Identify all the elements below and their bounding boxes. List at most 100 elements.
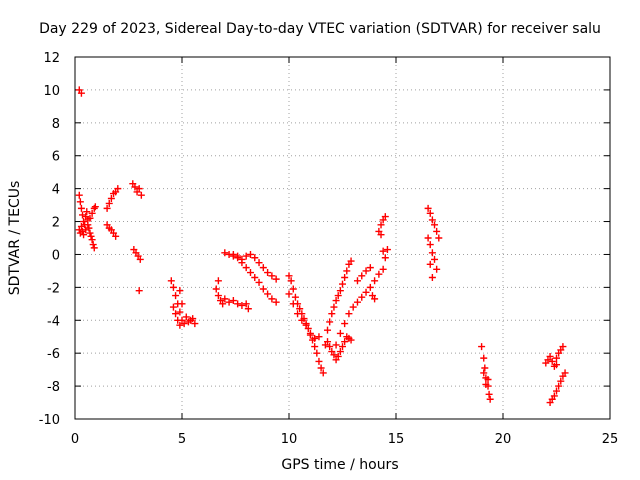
y-tick-label: 12 — [43, 51, 60, 66]
data-point — [332, 297, 340, 305]
data-point — [426, 241, 434, 249]
data-point — [91, 203, 99, 211]
data-point — [229, 297, 237, 305]
data-point — [176, 308, 184, 316]
data-point — [485, 390, 493, 398]
data-point — [298, 316, 306, 324]
data-points — [75, 86, 569, 407]
data-point — [366, 283, 374, 291]
data-point — [212, 285, 220, 293]
data-point — [341, 320, 349, 328]
data-point — [358, 293, 366, 301]
data-point — [272, 298, 280, 306]
data-point — [336, 287, 344, 295]
y-tick-label: -10 — [39, 413, 60, 428]
data-point — [88, 236, 96, 244]
data-point — [341, 338, 349, 346]
data-point — [167, 277, 175, 285]
data-point — [289, 300, 297, 308]
data-point — [433, 265, 441, 273]
data-point — [214, 292, 222, 300]
data-point — [114, 185, 122, 193]
data-point — [221, 295, 229, 303]
data-point — [330, 351, 338, 359]
data-point — [366, 264, 374, 272]
data-point — [311, 343, 319, 351]
chart-title: Day 229 of 2023, Sidereal Day-to-day VTE… — [39, 21, 601, 37]
data-point — [347, 257, 355, 265]
x-tick-label: 10 — [281, 432, 298, 447]
data-point — [362, 288, 370, 296]
data-point — [377, 221, 385, 229]
data-point — [180, 320, 188, 328]
data-point — [546, 352, 554, 360]
y-tick-label: 2 — [52, 216, 60, 231]
data-point — [136, 255, 144, 263]
data-point — [135, 287, 143, 295]
data-point — [255, 278, 263, 286]
data-point — [244, 305, 252, 313]
grid — [75, 57, 610, 419]
data-point — [383, 246, 391, 254]
data-point — [86, 214, 94, 222]
y-tick-label: 10 — [43, 84, 60, 99]
data-point — [317, 364, 325, 372]
data-point — [242, 252, 250, 260]
y-tick-label: 8 — [52, 117, 60, 132]
data-point — [264, 269, 272, 277]
data-point — [377, 231, 385, 239]
data-point — [172, 310, 180, 318]
y-tick-label: 4 — [52, 183, 60, 198]
data-point — [486, 395, 494, 403]
data-point — [77, 222, 85, 230]
data-point — [268, 272, 276, 280]
axis-ticks: 0 5 10 15 20 25 -10 -8 -6 -4 -2 0 2 4 6 8 10 12 — [39, 51, 619, 447]
data-point — [83, 208, 91, 216]
data-point — [86, 229, 94, 237]
x-tick-label: 20 — [495, 432, 512, 447]
data-point — [315, 333, 323, 341]
data-point — [221, 249, 229, 257]
data-point — [251, 254, 259, 262]
data-point — [135, 185, 143, 193]
data-point — [84, 221, 92, 229]
data-point — [291, 293, 299, 301]
data-point — [557, 377, 565, 385]
data-point — [315, 357, 323, 365]
data-point — [214, 277, 222, 285]
x-tick-label: 25 — [602, 432, 619, 447]
data-point — [358, 272, 366, 280]
data-point — [189, 315, 197, 323]
data-point — [555, 382, 563, 390]
data-point — [311, 334, 319, 342]
y-tick-label: -2 — [47, 281, 60, 296]
data-point — [332, 341, 340, 349]
data-point — [225, 298, 233, 306]
data-point — [484, 376, 492, 384]
x-tick-label: 15 — [388, 432, 405, 447]
data-point — [259, 285, 267, 293]
data-point — [426, 260, 434, 268]
data-point — [176, 321, 184, 329]
data-point — [330, 303, 338, 311]
data-point — [268, 295, 276, 303]
data-point — [481, 364, 489, 372]
data-point — [324, 326, 332, 334]
data-point — [349, 303, 357, 311]
data-point — [379, 265, 387, 273]
data-point — [272, 275, 280, 283]
data-point — [88, 209, 96, 217]
x-axis-label: GPS time / hours — [281, 457, 398, 473]
data-point — [182, 313, 190, 321]
data-point — [82, 226, 90, 234]
data-point — [334, 352, 342, 360]
data-point — [482, 380, 490, 388]
data-point — [368, 292, 376, 300]
y-tick-label: -4 — [47, 314, 60, 329]
data-point — [426, 209, 434, 217]
x-tick-label: 0 — [71, 432, 79, 447]
data-point — [347, 336, 355, 344]
data-point — [431, 221, 439, 229]
data-point — [137, 191, 145, 199]
data-point — [478, 343, 486, 351]
